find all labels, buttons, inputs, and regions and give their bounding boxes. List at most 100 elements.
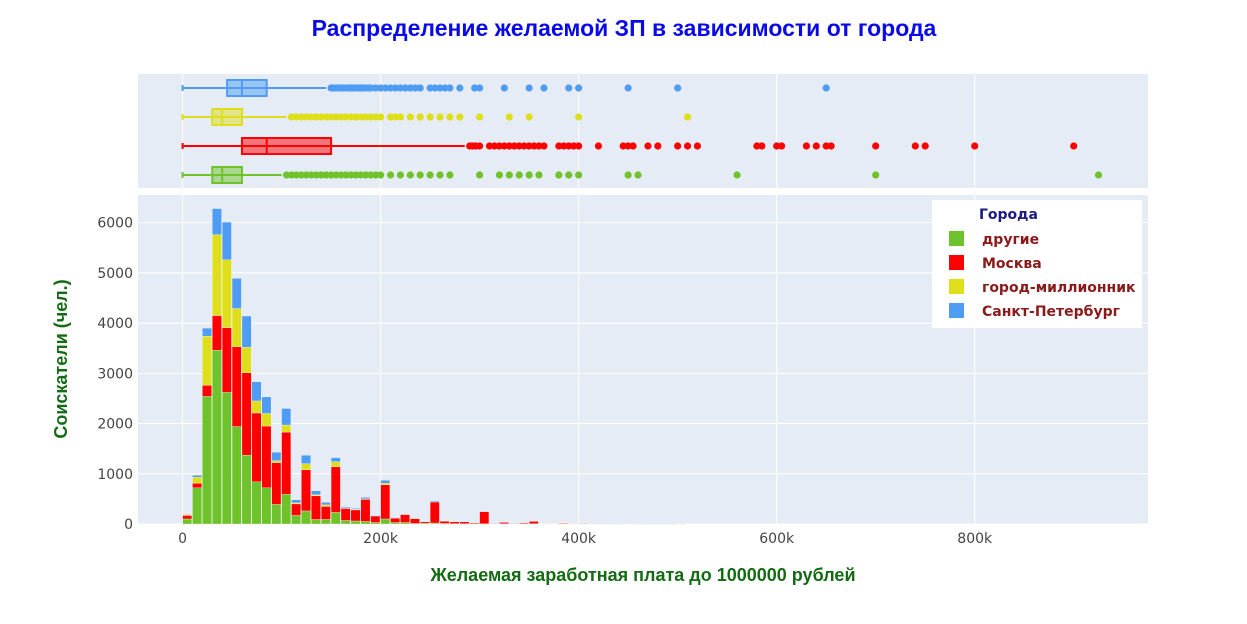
histogram-bar: [301, 469, 311, 512]
histogram-bar: [439, 520, 450, 524]
boxplot-outlier: [510, 142, 518, 150]
histogram-bar: [380, 518, 391, 525]
boxplot-outlier: [367, 84, 375, 92]
histogram-bar: [410, 518, 420, 524]
boxplot-outlier: [406, 84, 414, 92]
boxplot-outlier: [312, 113, 320, 121]
legend-items: другие Москва город-миллионник Санкт-Петерб…: [949, 231, 1136, 320]
boxplot-outlier: [555, 171, 563, 179]
boxplot-outlier: [619, 142, 627, 150]
histogram-bar: [340, 520, 351, 525]
boxplot-outlier: [367, 171, 375, 179]
histogram-bar: [380, 483, 391, 485]
histogram-bar: [182, 513, 193, 515]
boxplot-outlier: [490, 142, 499, 150]
histogram-bar: [281, 408, 292, 426]
histogram-bar: [350, 509, 361, 522]
boxplot-outlier: [535, 171, 543, 179]
histogram-bar: [231, 308, 242, 347]
histogram-bar: [340, 507, 351, 509]
histogram-bar: [400, 522, 410, 525]
boxplot-outlier: [693, 142, 702, 150]
boxplot-outlier: [515, 171, 523, 179]
boxplot-outlier: [327, 171, 335, 179]
histogram-bar: [182, 518, 193, 525]
histogram-bar: [202, 327, 212, 337]
boxplot-outlier: [416, 171, 424, 179]
boxplots: [181, 79, 1103, 184]
boxplot-outlier: [911, 142, 919, 150]
boxplot-outlier: [733, 171, 741, 179]
boxplot-outlier: [624, 84, 632, 92]
boxplot-outlier: [362, 171, 370, 179]
histogram-bar: [222, 221, 232, 260]
histogram-bar: [291, 499, 301, 504]
histogram-bar: [192, 483, 202, 488]
boxplot-outlier: [505, 142, 513, 150]
histogram-bar: [241, 372, 252, 456]
histogram-bar: [360, 521, 371, 525]
histogram-bar: [390, 522, 400, 525]
boxplot-outlier: [624, 171, 632, 179]
histogram-bar: [192, 475, 202, 478]
histogram-bar: [251, 381, 262, 402]
boxplot-outlier: [872, 142, 880, 150]
boxplot-outlier: [352, 171, 360, 179]
x-tick-label: 0: [178, 531, 187, 547]
boxplot-panel: [138, 74, 1148, 188]
boxplot-outlier: [431, 84, 439, 92]
histogram-bar: [202, 335, 212, 386]
boxplot-outlier: [555, 142, 563, 150]
boxplot-outlier: [357, 113, 365, 121]
histogram-bar: [370, 522, 381, 525]
histogram-bar: [321, 504, 331, 507]
histogram-bar: [321, 519, 331, 525]
boxplot-outlier: [758, 142, 766, 150]
boxplot-outlier: [525, 84, 533, 92]
boxplot-outlier: [565, 142, 573, 150]
boxplot-outlier: [674, 142, 682, 150]
histogram-bar: [261, 425, 272, 488]
boxplot-outlier: [411, 84, 419, 92]
boxplot-outlier: [575, 171, 583, 179]
boxplot-outlier: [406, 113, 414, 121]
boxplot-outlier: [322, 113, 330, 121]
histogram-bar: [271, 504, 282, 525]
histogram-bar: [479, 511, 490, 524]
legend-background: [932, 200, 1142, 328]
boxplot-outlier: [575, 113, 583, 121]
y-tick-label: 4000: [97, 316, 133, 332]
boxplot-outlier: [753, 142, 761, 150]
histogram-bar: [380, 484, 391, 520]
boxplot-outlier: [292, 113, 301, 121]
boxplot-outlier: [357, 171, 365, 179]
y-tick-label: 3000: [97, 366, 133, 382]
boxplot-outlier: [495, 142, 504, 150]
boxplot-outlier: [654, 142, 662, 150]
boxplot-outlier: [822, 84, 830, 92]
y-tick-label: 5000: [97, 266, 133, 282]
boxplot-outlier: [287, 113, 296, 121]
y-axis-title: Соискатели (чел.): [51, 279, 71, 438]
histogram-bar: [271, 460, 282, 463]
histogram-bar: [261, 487, 272, 525]
legend-label: другие: [982, 232, 1039, 248]
legend-swatch: [949, 303, 964, 318]
boxplot-outlier: [292, 171, 301, 179]
histogram-bar: [202, 396, 212, 525]
boxplot-outlier: [525, 171, 533, 179]
boxplot-outlier: [372, 113, 380, 121]
boxplot-outlier: [683, 113, 692, 121]
histogram-bar: [182, 514, 193, 516]
boxplot-outlier: [560, 142, 568, 150]
boxplot-box: [240, 137, 333, 155]
x-tick-label: 600k: [759, 531, 795, 547]
boxplot-outlier: [773, 142, 781, 150]
histogram-bar: [231, 426, 242, 525]
boxplot-outlier: [441, 84, 449, 92]
histogram-bar: [321, 502, 331, 506]
boxplot-outlier: [570, 142, 578, 150]
histogram-bar: [192, 477, 202, 484]
legend-swatch: [949, 231, 964, 246]
